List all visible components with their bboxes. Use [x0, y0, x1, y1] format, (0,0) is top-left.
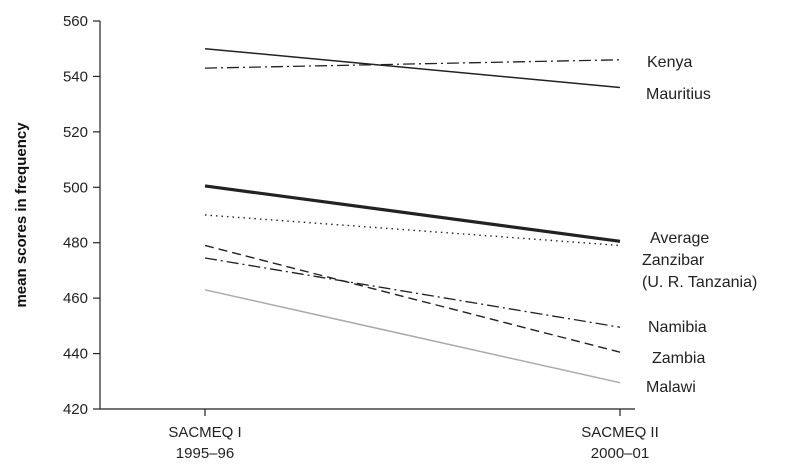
x-tick-label: SACMEQ II [581, 424, 659, 441]
series-line-mauritius [204, 47, 621, 89]
series-label-zambia: Zambia [652, 350, 705, 367]
x-tick-label-years: 2000–01 [591, 445, 649, 462]
y-tick-label: 560 [63, 13, 88, 30]
y-axis: 420 440 460 480 500 520 540 560 [63, 13, 101, 418]
y-tick-label: 500 [63, 179, 88, 196]
y-tick-label: 440 [63, 346, 88, 363]
series-label-namibia: Namibia [648, 319, 707, 336]
series-line-zambia [204, 244, 621, 353]
x-tick-label-years: 1995–96 [176, 445, 234, 462]
series-labels: Kenya Mauritius Average Zanzibar (U. R. Tanz… [642, 54, 757, 396]
series-label-average: Average [650, 230, 709, 247]
series-label-zanzibar-u-r-tanzania: Zanzibar [642, 252, 705, 269]
x-tick-label: SACMEQ I [168, 424, 241, 441]
series-line-average [204, 184, 621, 243]
series-line-namibia [204, 257, 621, 328]
series-label-kenya: Kenya [647, 54, 692, 71]
series-label-zanzibar-u-r-tanzania: (U. R. Tanzania) [642, 274, 757, 291]
y-tick-label: 480 [63, 235, 88, 252]
y-ticks: 420 440 460 480 500 520 540 560 [63, 13, 100, 418]
series-label-malawi: Malawi [646, 379, 696, 396]
y-axis-title: mean scores in frequency [13, 122, 30, 308]
x-ticks: SACMEQ I 1995–96 SACMEQ II 2000–01 [168, 409, 659, 462]
y-tick-label: 540 [63, 68, 88, 85]
series-line-malawi [204, 289, 621, 384]
y-tick-label: 520 [63, 124, 88, 141]
y-tick-label: 460 [63, 290, 88, 307]
series-lines [204, 47, 621, 384]
series-line-zanzibar-u-r-tanzania [204, 214, 621, 247]
series-label-mauritius: Mauritius [646, 86, 711, 103]
y-tick-label: 420 [63, 401, 88, 418]
series-line-kenya [204, 59, 621, 69]
x-axis: SACMEQ I 1995–96 SACMEQ II 2000–01 [100, 408, 659, 462]
